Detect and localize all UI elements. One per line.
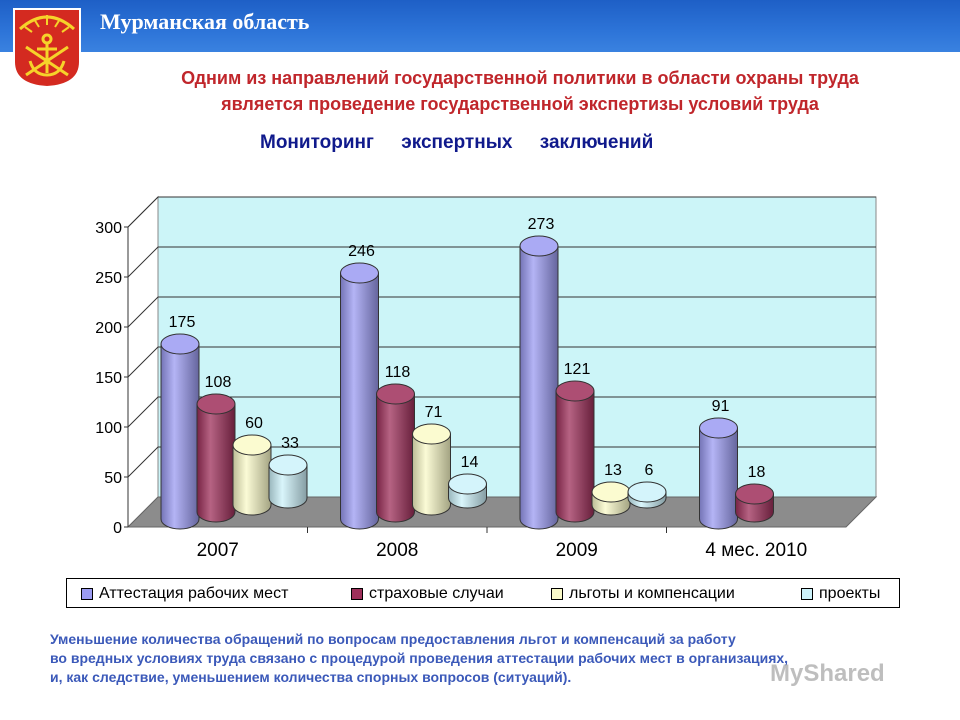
- region-emblem-icon: [13, 8, 81, 89]
- watermark: MyShared: [770, 660, 885, 687]
- bar: [555, 390, 595, 523]
- data-label: 91: [712, 398, 730, 415]
- bar: [196, 403, 236, 523]
- data-label: 246: [348, 243, 375, 260]
- chart-legend: Аттестация рабочих мест страховые случаи…: [66, 578, 900, 608]
- bar-top: [735, 483, 774, 505]
- legend-item-projects: проекты: [801, 585, 880, 603]
- gridline: [127, 446, 876, 478]
- bar-top: [519, 235, 559, 257]
- gridline: [127, 196, 876, 228]
- data-label: 13: [604, 462, 622, 479]
- bar-top: [196, 393, 236, 415]
- bar: [412, 433, 451, 516]
- data-label: 60: [245, 415, 263, 432]
- bar-top: [232, 434, 272, 456]
- y-tick-label: 200: [95, 320, 122, 337]
- legend-label: Аттестация рабочих мест: [99, 585, 289, 602]
- legend-item-attestation: Аттестация рабочих мест: [81, 585, 288, 603]
- data-label: 6: [645, 462, 654, 479]
- y-tick-label: 0: [113, 520, 122, 537]
- bar-top: [699, 417, 738, 439]
- bar: [699, 427, 738, 530]
- bar-top: [448, 473, 487, 495]
- legend-item-insurance: страховые случаи: [351, 585, 504, 603]
- y-tick-label: 50: [104, 470, 122, 487]
- chart-title: Мониторинг экспертных заключений: [260, 132, 654, 153]
- chart-floor: [126, 496, 878, 528]
- bar-top: [591, 481, 631, 503]
- footnote: Уменьшение количества обращений по вопро…: [50, 630, 930, 687]
- data-label: 33: [281, 435, 299, 452]
- legend-item-benefits: льготы и компенсации: [551, 585, 735, 603]
- legend-swatch-icon: [551, 588, 563, 600]
- bar: [376, 393, 415, 523]
- data-label: 121: [564, 361, 591, 378]
- legend-label: проекты: [819, 585, 881, 602]
- bar: [232, 444, 272, 516]
- data-label: 118: [385, 364, 411, 381]
- gridline: [127, 396, 876, 428]
- gridline: [127, 346, 876, 378]
- subtitle-line-1: Одним из направлений государственной пол…: [181, 68, 859, 88]
- gridline: [127, 296, 876, 328]
- legend-label: страховые случаи: [369, 585, 504, 602]
- data-label: 273: [528, 216, 555, 233]
- y-tick-label: 250: [95, 270, 122, 287]
- x-tick-label: 4 мес. 2010: [705, 540, 807, 561]
- data-label: 71: [425, 404, 443, 421]
- y-tick-label: 150: [95, 370, 122, 387]
- data-label: 14: [461, 454, 479, 471]
- footnote-line-2: во вредных условиях труда связано с проц…: [50, 650, 789, 666]
- data-label: 175: [169, 314, 196, 331]
- bar-top: [412, 423, 451, 445]
- bar-top: [160, 333, 200, 355]
- bar: [160, 343, 200, 530]
- legend-swatch-icon: [81, 588, 93, 600]
- gridline: [127, 246, 876, 278]
- x-tick-label: 2007: [197, 540, 239, 561]
- y-tick-label: 100: [95, 420, 122, 437]
- bar-top: [268, 454, 308, 476]
- header-bar: [0, 0, 960, 52]
- x-tick-label: 2008: [376, 540, 418, 561]
- bar-top: [376, 383, 415, 405]
- subtitle-line-2: является проведение государственной эксп…: [221, 94, 819, 114]
- data-label: 108: [205, 374, 232, 391]
- bar-top: [340, 262, 379, 284]
- bar-top: [555, 380, 595, 402]
- x-tick-label: 2009: [556, 540, 598, 561]
- bar: [340, 272, 379, 530]
- footnote-line-1: Уменьшение количества обращений по вопро…: [50, 631, 736, 647]
- bar-top: [627, 481, 667, 503]
- footnote-line-3: и, как следствие, уменьшением количества…: [50, 669, 572, 685]
- bar: [268, 464, 308, 509]
- bar: [519, 245, 559, 530]
- legend-swatch-icon: [801, 588, 813, 600]
- legend-swatch-icon: [351, 588, 363, 600]
- y-tick-label: 300: [95, 220, 122, 237]
- page-title: Мурманская область: [100, 9, 310, 34]
- data-label: 18: [748, 464, 766, 481]
- legend-label: льготы и компенсации: [569, 585, 735, 602]
